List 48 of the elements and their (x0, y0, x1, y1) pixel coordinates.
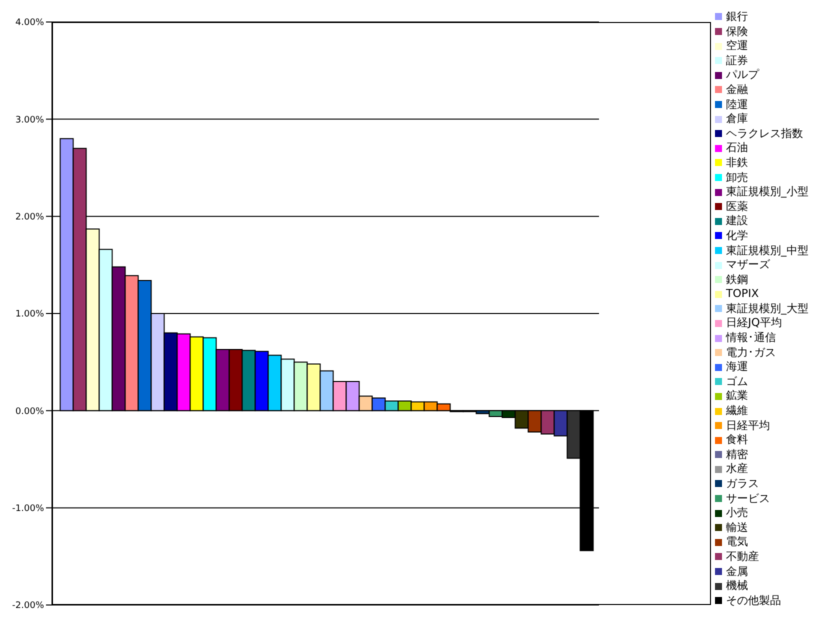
legend-label: 不動産 (726, 550, 759, 563)
legend-label: 建設 (726, 214, 748, 228)
y-tick-label: 3.00% (15, 115, 44, 126)
legend-label: ゴム (726, 374, 748, 388)
legend-label: 情報･通信 (726, 331, 776, 344)
legend-label: パルプ (726, 68, 759, 82)
legend-label: マザーズ (726, 258, 770, 272)
legend-label: 陸運 (726, 98, 748, 111)
legend-label: 非鉄 (726, 156, 748, 169)
legend-label: 空運 (726, 39, 748, 52)
y-tick-label: 2.00% (15, 212, 44, 223)
legend-label: 食料 (726, 433, 748, 446)
legend-label: 機械 (726, 579, 748, 592)
legend-label: 海運 (726, 360, 748, 374)
legend-label: 精密 (726, 448, 748, 461)
legend-label: 水産 (726, 462, 748, 476)
legend-label: 証券 (726, 54, 748, 67)
legend-label: 繊維 (726, 404, 748, 418)
legend-label: 銀行 (726, 10, 748, 23)
legend-label: 鉄鋼 (726, 272, 748, 286)
legend-label: その他製品 (726, 594, 781, 607)
legend-label: 電気 (726, 535, 748, 548)
legend-label: ヘラクレス指数 (726, 126, 803, 140)
legend-label: 倉庫 (726, 112, 748, 126)
legend-label: 輸送 (726, 520, 748, 534)
legend-label: 化学 (726, 228, 748, 242)
legend-label: 鉱業 (726, 389, 748, 402)
legend-label: 東証規模別_小型 (726, 185, 808, 198)
legend-label: 金融 (726, 82, 748, 96)
legend-label: 日経平均 (726, 418, 770, 432)
legend-label: 金属 (726, 564, 748, 578)
legend-label: TOPIX (726, 287, 759, 300)
y-tick-label: -2.00% (12, 601, 44, 612)
y-tick-label: 4.00% (15, 18, 44, 28)
legend-label: サービス (726, 492, 770, 505)
legend-label: 東証規模別_中型 (726, 244, 808, 256)
y-tick-label: 0.00% (15, 406, 44, 417)
legend-label: 保険 (726, 24, 748, 38)
legend-label: 医薬 (726, 200, 748, 213)
y-tick-label: -1.00% (12, 504, 44, 514)
legend-label: 東証規模別_大型 (726, 302, 808, 315)
legend-label: ガラス (726, 477, 759, 490)
y-tick-label: 1.00% (15, 310, 44, 320)
legend-label: 卸売 (726, 170, 748, 184)
legend-label: 小売 (726, 506, 748, 520)
legend-label: 日経JQ平均 (726, 316, 782, 330)
legend-label: 電力･ガス (726, 346, 776, 359)
legend-label: 石油 (726, 141, 748, 154)
